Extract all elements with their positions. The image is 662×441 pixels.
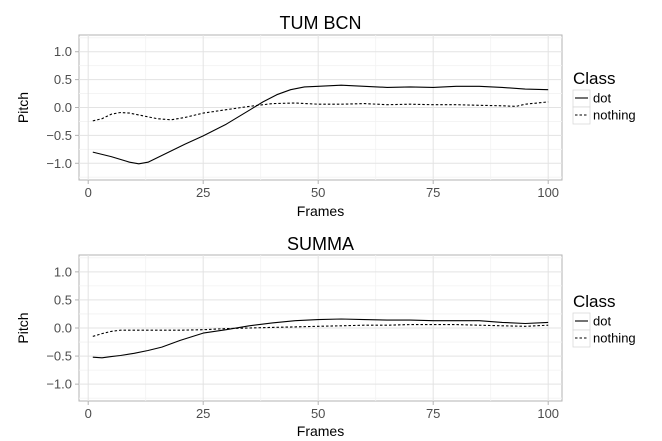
legend: Class dot nothing — [572, 69, 636, 125]
legend-label-dot: dot — [593, 91, 611, 106]
y-tick-label: −0.5 — [46, 349, 72, 364]
y-axis-title: Pitch — [15, 312, 31, 343]
chart-title: SUMMA — [287, 234, 354, 254]
x-tick-label: 75 — [426, 406, 440, 421]
y-tick-label: 0.0 — [54, 100, 72, 115]
x-tick-label: 25 — [196, 406, 210, 421]
x-axis-title: Frames — [297, 203, 344, 219]
y-tick-label: 0.0 — [54, 321, 72, 336]
chart-panel-1: 0 25 50 75 100 −1.0 −0.5 0.0 0.5 1.0 TUM BCN Frames… — [15, 13, 636, 219]
y-tick-label: 1.0 — [54, 44, 72, 59]
legend-title: Class — [573, 292, 616, 311]
y-tick-label: 0.5 — [54, 292, 72, 307]
series-line-nothing — [92, 101, 549, 122]
x-tick-label: 0 — [85, 406, 92, 421]
chart-title: TUM BCN — [280, 13, 362, 33]
x-axis-title: Frames — [297, 423, 344, 439]
legend-label-nothing: nothing — [593, 108, 636, 123]
series-line-dot — [92, 318, 549, 359]
legend-title: Class — [573, 69, 616, 88]
x-tick-label: 0 — [85, 185, 92, 200]
y-tick-label: −1.0 — [46, 156, 72, 171]
y-tick-label: −0.5 — [46, 128, 72, 143]
legend: Class dot nothing — [572, 292, 636, 348]
x-tick-label: 100 — [537, 185, 559, 200]
chart-panel-2: 0 25 50 75 100 −1.0 −0.5 0.0 0.5 1.0 SUMMA Frames Pi… — [15, 234, 636, 439]
series-line-dot — [92, 84, 549, 165]
y-tick-label: −1.0 — [46, 377, 72, 392]
x-tick-label: 50 — [311, 185, 325, 200]
x-tick-label: 100 — [537, 406, 559, 421]
x-tick-label: 75 — [426, 185, 440, 200]
legend-label-nothing: nothing — [593, 331, 636, 346]
y-axis-title: Pitch — [15, 92, 31, 123]
series-line-nothing — [92, 324, 549, 337]
y-tick-label: 0.5 — [54, 72, 72, 87]
y-tick-label: 1.0 — [54, 264, 72, 279]
legend-label-dot: dot — [593, 314, 611, 329]
x-tick-label: 50 — [311, 406, 325, 421]
x-tick-label: 25 — [196, 185, 210, 200]
